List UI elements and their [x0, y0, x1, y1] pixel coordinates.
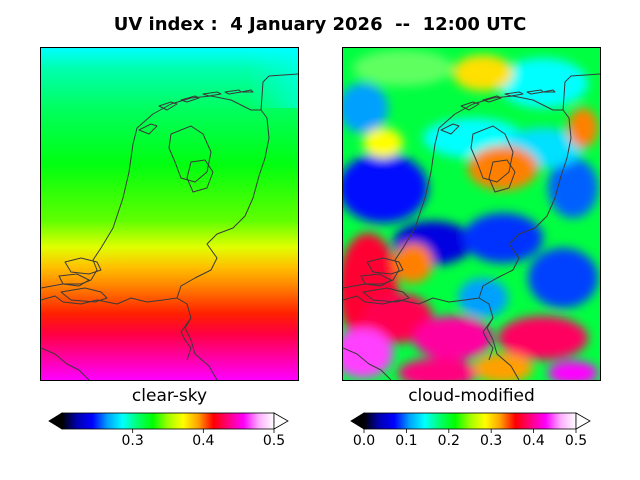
cloud-modified-colorbar	[350, 412, 591, 433]
coastline-segment	[180, 95, 200, 103]
colorbar-extend-high	[273, 412, 289, 430]
coastline-segment	[41, 73, 298, 289]
colorbar-tick-label: 0.4	[522, 433, 545, 449]
coastline-segment	[64, 257, 102, 275]
coastline-segment	[41, 347, 90, 380]
colorbar-tick-label: 0.2	[437, 433, 460, 449]
page-title: UV index : 4 January 2026 -- 12:00 UTC	[113, 14, 527, 35]
coastline-segment	[58, 273, 90, 287]
colorbar-tick-label: 0.3	[480, 433, 503, 449]
coastline-segment	[482, 95, 502, 103]
coastline-segment	[138, 123, 158, 135]
cloud-modified-map	[342, 47, 601, 381]
coastline-segment	[488, 159, 516, 193]
colorbar-tick-label: 0.4	[192, 433, 215, 449]
coastline-segment	[343, 347, 392, 380]
coastline-segment	[482, 317, 494, 361]
coastline-segment	[470, 125, 514, 183]
colorbar-tick-label: 0.3	[121, 433, 144, 449]
coastline-segment	[41, 295, 178, 305]
coastline-segment	[343, 295, 480, 305]
coastline-segment	[202, 91, 222, 97]
clear-sky-colorbar	[48, 412, 289, 433]
colorbar-extend-high	[575, 412, 591, 430]
clear-sky-label: clear-sky	[131, 386, 208, 406]
coastline-segment	[60, 287, 108, 303]
coastline-segment	[478, 109, 572, 380]
colorbar-tick-label: 0.5	[564, 433, 588, 449]
coastline-segment	[176, 109, 270, 380]
colorbar-extend-low	[350, 412, 365, 430]
cloud-modified-label: cloud-modified	[408, 386, 535, 406]
colorbar-extend-low	[48, 412, 63, 430]
coastline-segment	[366, 257, 404, 275]
coastline-segment	[440, 123, 460, 135]
coastline-segment	[542, 89, 556, 93]
coastline-segment	[504, 91, 524, 97]
clear-sky-map	[40, 47, 299, 381]
coastline-segment	[180, 317, 192, 361]
coastline	[41, 73, 298, 380]
coastline-segment	[343, 73, 600, 289]
coastline-segment	[460, 101, 480, 111]
coastline	[343, 73, 600, 380]
colorbar-tick-label: 0.1	[395, 433, 418, 449]
coastline-segment	[362, 287, 410, 303]
colorbar-tick-label: 0.5	[262, 433, 286, 449]
coastline-segment	[158, 101, 178, 111]
coastline-segment	[360, 273, 392, 287]
coastline-segment	[186, 159, 214, 193]
colorbar-tick-label: 0.0	[352, 433, 376, 449]
coastline-segment	[168, 125, 212, 183]
coastline-segment	[240, 89, 254, 93]
